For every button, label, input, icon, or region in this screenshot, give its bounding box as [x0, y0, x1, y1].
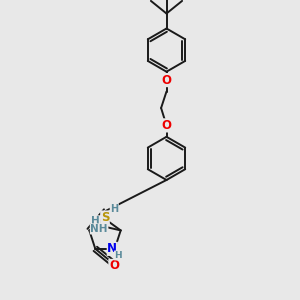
Text: S: S: [101, 211, 109, 224]
Text: H: H: [115, 251, 122, 260]
Text: N: N: [107, 242, 117, 255]
Text: O: O: [161, 74, 172, 87]
Text: H: H: [110, 203, 118, 214]
Text: H: H: [92, 216, 100, 226]
Text: O: O: [161, 119, 172, 132]
Text: O: O: [109, 260, 119, 272]
Text: NH: NH: [90, 224, 108, 234]
